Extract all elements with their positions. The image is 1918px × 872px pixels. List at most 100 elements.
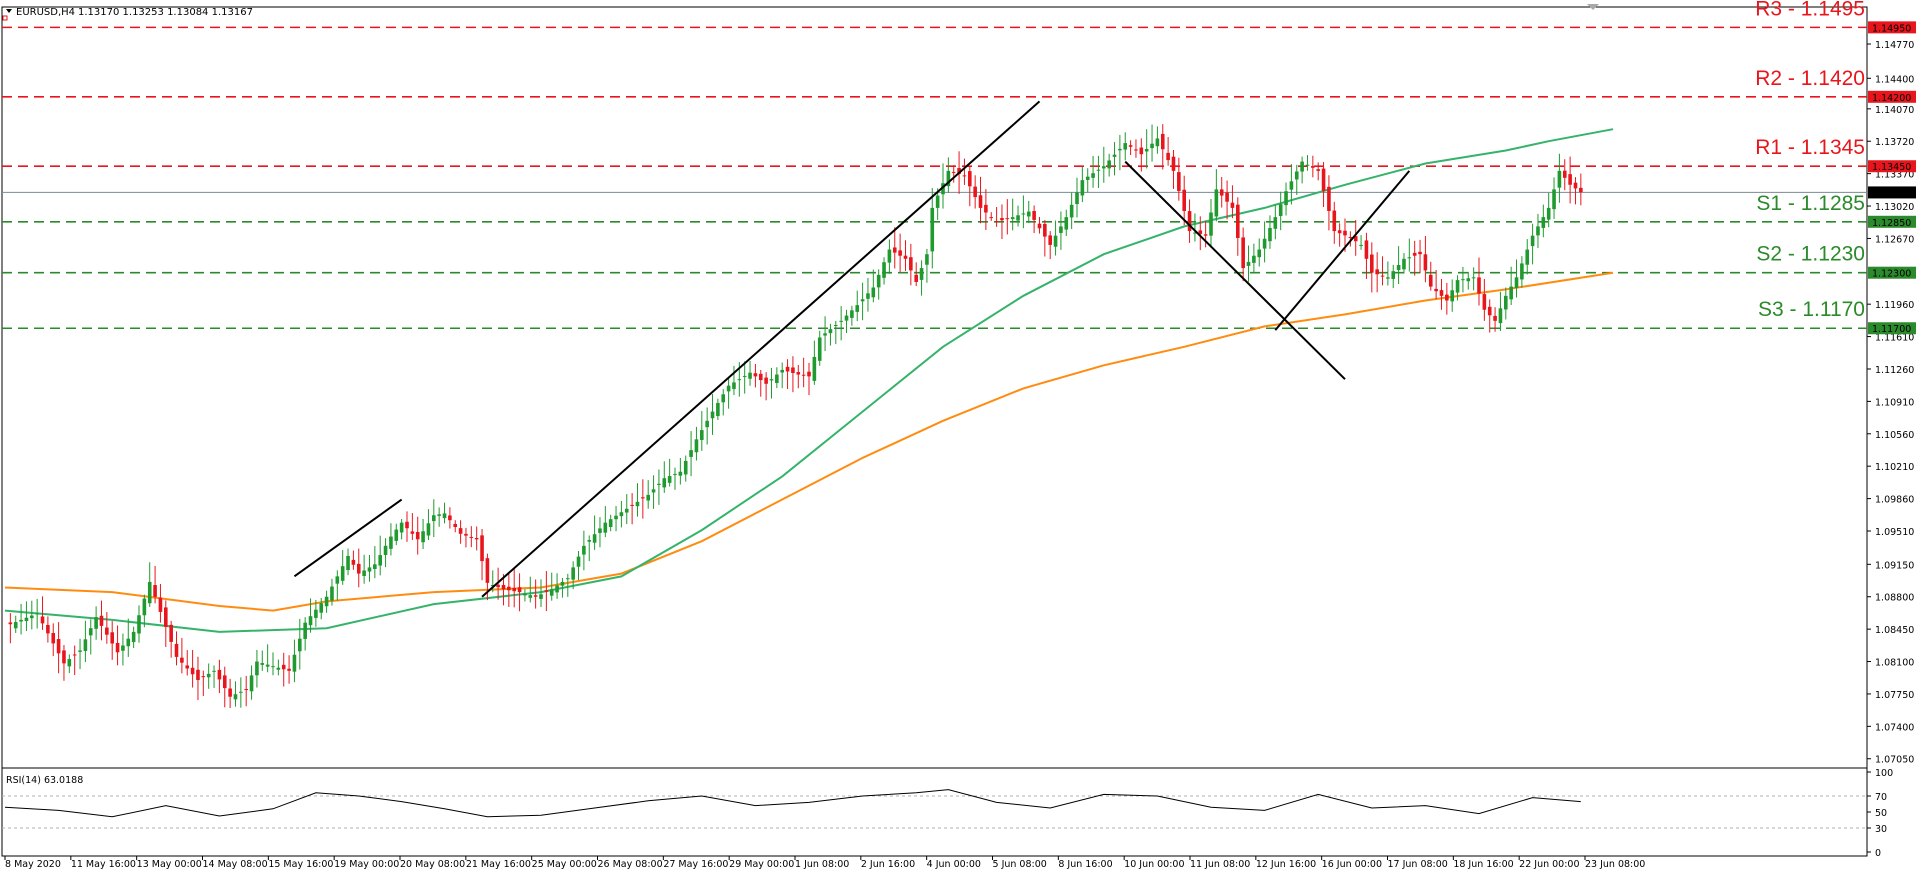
candle-body bbox=[340, 566, 345, 581]
candle-body bbox=[855, 305, 860, 312]
price-tick-label: 1.09860 bbox=[1875, 495, 1914, 506]
scroll-marker-icon bbox=[1587, 4, 1599, 10]
candle-body bbox=[496, 584, 500, 588]
candle bbox=[823, 316, 827, 352]
candle-body bbox=[185, 665, 190, 669]
price-tick-label: 1.09510 bbox=[1875, 527, 1914, 538]
candle bbox=[919, 260, 924, 296]
price-tick-label: 1.13370 bbox=[1875, 170, 1914, 181]
candle bbox=[115, 625, 120, 666]
candle-body bbox=[1246, 261, 1251, 266]
candle bbox=[24, 601, 29, 631]
candle-body bbox=[962, 175, 967, 177]
candle-body bbox=[244, 689, 248, 691]
candle bbox=[871, 269, 876, 303]
time-label: 11 Jun 08:00 bbox=[1190, 859, 1250, 870]
candle-body bbox=[287, 668, 291, 671]
candle bbox=[1530, 223, 1535, 265]
candle-body bbox=[1139, 147, 1144, 155]
candle-body bbox=[533, 595, 538, 597]
candle-body bbox=[903, 255, 908, 259]
candle-body bbox=[630, 504, 634, 506]
candle-body bbox=[1493, 315, 1497, 321]
candle bbox=[110, 621, 114, 660]
candle-body bbox=[1311, 166, 1315, 168]
candle bbox=[1241, 227, 1245, 282]
candle-body bbox=[319, 603, 324, 613]
candle-body bbox=[887, 249, 892, 263]
time-label: 26 May 08:00 bbox=[598, 859, 663, 870]
candle-body bbox=[1407, 257, 1412, 259]
price-axis: 1.14770 1.14400 1.14070 1.13720 1.13370 1.130… bbox=[1867, 40, 1914, 766]
candle bbox=[1252, 243, 1256, 274]
candle-body bbox=[1182, 189, 1186, 211]
candle bbox=[1455, 275, 1460, 301]
candle-body bbox=[1402, 258, 1406, 270]
candle bbox=[1284, 182, 1288, 216]
candle bbox=[19, 603, 23, 635]
rsi-tick-label: 70 bbox=[1875, 792, 1887, 803]
candle-body bbox=[662, 478, 667, 488]
candle-body bbox=[378, 555, 382, 566]
candle-body bbox=[1187, 211, 1192, 232]
current-price-label: 1.13167 bbox=[1872, 188, 1911, 199]
time-label: 17 Jun 08:00 bbox=[1388, 859, 1448, 870]
price-tick-label: 1.07050 bbox=[1875, 755, 1914, 766]
candle bbox=[276, 659, 281, 676]
price-tick-label: 1.14770 bbox=[1875, 40, 1914, 51]
candle bbox=[469, 526, 474, 548]
candle bbox=[287, 655, 291, 684]
candle bbox=[1471, 267, 1476, 291]
level-price-tag-label: 1.11700 bbox=[1872, 324, 1911, 335]
candle-body bbox=[1504, 295, 1508, 310]
candle bbox=[458, 520, 463, 544]
price-tick-label: 1.08450 bbox=[1875, 625, 1914, 636]
candle bbox=[614, 506, 618, 532]
candle bbox=[683, 455, 688, 482]
candle bbox=[978, 176, 983, 224]
candle-body bbox=[1123, 143, 1128, 150]
candle bbox=[1562, 159, 1567, 191]
candle-body bbox=[710, 411, 715, 419]
candle-body bbox=[1209, 212, 1213, 236]
candle bbox=[721, 389, 726, 416]
candle bbox=[1118, 134, 1122, 171]
candle bbox=[517, 573, 522, 612]
candle-body bbox=[1552, 189, 1556, 210]
candle-body bbox=[984, 204, 988, 213]
candle-body bbox=[206, 673, 211, 678]
candle bbox=[212, 665, 216, 688]
candle-body bbox=[700, 430, 704, 440]
candle-body bbox=[474, 537, 479, 540]
candle bbox=[1123, 132, 1128, 161]
time-label: 8 Jun 16:00 bbox=[1058, 859, 1112, 870]
candle-body bbox=[1370, 254, 1374, 273]
candle bbox=[732, 365, 736, 396]
candle bbox=[244, 675, 248, 707]
candle bbox=[1187, 199, 1192, 243]
candle bbox=[834, 320, 838, 345]
time-label: 29 May 00:00 bbox=[729, 859, 794, 870]
candle bbox=[137, 605, 141, 643]
candle bbox=[1144, 129, 1149, 169]
candle-body bbox=[437, 514, 441, 516]
candle-body bbox=[989, 217, 994, 219]
candle-body bbox=[1177, 172, 1181, 191]
candle bbox=[1182, 175, 1186, 226]
candle-body bbox=[389, 536, 393, 549]
candle bbox=[566, 573, 570, 597]
candle bbox=[1150, 124, 1154, 162]
candle bbox=[158, 583, 163, 623]
level-price-tag bbox=[1868, 322, 1916, 335]
time-label: 5 Jun 08:00 bbox=[993, 859, 1047, 870]
candle bbox=[630, 493, 634, 525]
price-tick-label: 1.08800 bbox=[1875, 593, 1914, 604]
candle bbox=[362, 554, 366, 584]
candle bbox=[1477, 257, 1481, 306]
candle bbox=[1021, 195, 1026, 229]
candle bbox=[1364, 232, 1369, 279]
candle-body bbox=[839, 320, 843, 322]
candle bbox=[442, 502, 447, 524]
